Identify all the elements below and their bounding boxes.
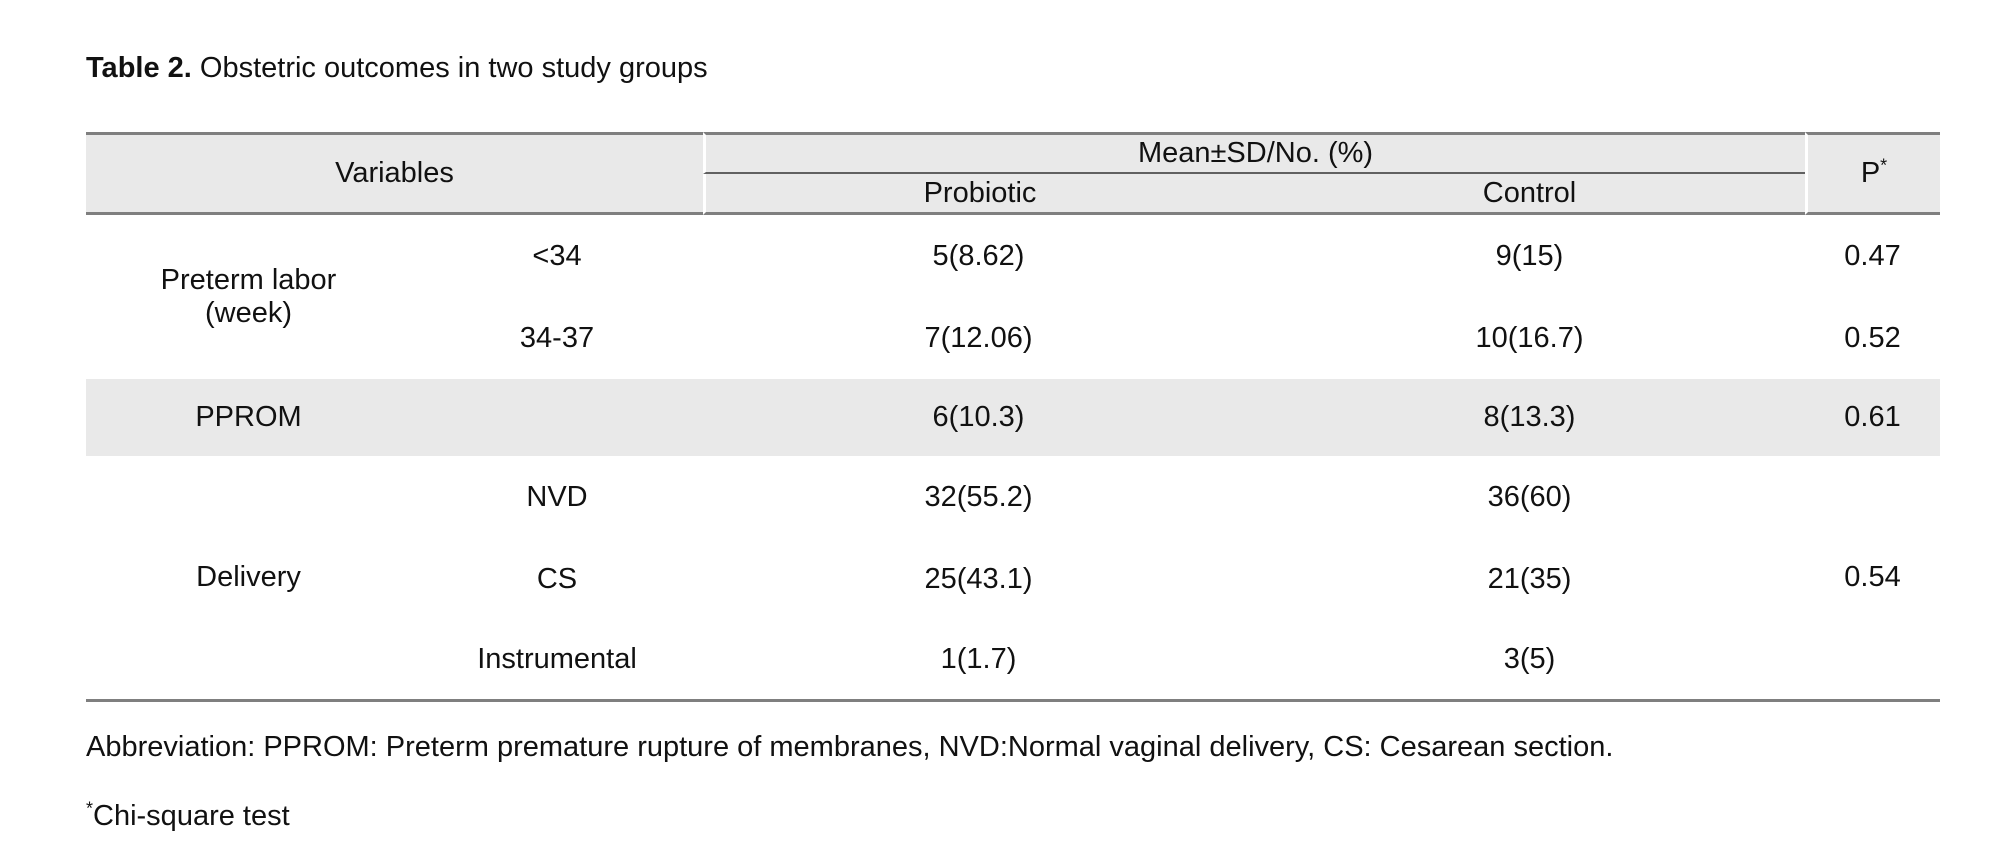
table-row-delivery-nvd: Delivery NVD 32(55.2) 36(60) 0.54 — [86, 456, 1940, 702]
header-row-top: Variables Mean±SD/No. (%) P* — [86, 132, 1940, 215]
cell-control-value: 8(13.3) — [1254, 379, 1805, 456]
cell-probiotic-value: 1(1.7) — [703, 620, 1254, 702]
header-mean-sd-group: Mean±SD/No. (%) — [703, 132, 1805, 174]
chi-square-text: Chi-square test — [93, 800, 290, 832]
header-probiotic: Probiotic — [703, 174, 1254, 215]
cell-probiotic-value: 5(8.62) — [932, 239, 1025, 272]
header-p: P* — [1805, 132, 1940, 215]
cell-p-value: 0.61 — [1805, 379, 1940, 456]
cell-subcategory-empty — [411, 379, 703, 456]
cell-probiotic-value: 25(43.1) — [924, 562, 1033, 595]
chi-square-note: *Chi-square test — [86, 798, 290, 833]
header-variables: Variables — [86, 132, 703, 215]
obstetric-outcomes-table: Variables Mean±SD/No. (%) P* Probiotic C… — [86, 132, 1940, 702]
table-row-pprom: PPROM 6(10.3) 8(13.3) 0.61 — [86, 379, 1940, 456]
table-caption-text: Obstetric outcomes in two study groups — [191, 52, 708, 84]
cell-p-value: 0.47 — [1844, 239, 1901, 272]
header-control: Control — [1254, 174, 1805, 215]
cell-subcategory: Instrumental — [411, 620, 703, 702]
table-row-preterm-lt34: Preterm labor (week) <34 5(8.62) 9(15) 0… — [86, 215, 1940, 330]
cell-subcategory: 34-37 — [519, 321, 595, 354]
abbreviation-note: Abbreviation: PPROM: Preterm premature r… — [86, 731, 1614, 763]
cell-control-value: 10(16.7) — [1475, 321, 1584, 354]
cell-subcategory: <34 — [532, 239, 582, 272]
cell-control-value: 9(15) — [1495, 239, 1564, 272]
table-row-delivery-instrumental: Instrumental 1(1.7) 3(5) — [86, 620, 1940, 702]
cell-variable-preterm-labor: Preterm labor (week) — [160, 264, 337, 329]
header-p-label: P — [1860, 157, 1881, 189]
chi-square-asterisk: * — [86, 798, 94, 819]
header-p-asterisk: * — [1880, 155, 1888, 176]
table-row-delivery-cs: CS 25(43.1) 21(35) — [86, 538, 1940, 620]
cell-probiotic-value: 6(10.3) — [703, 379, 1254, 456]
cell-subcategory: CS — [536, 562, 578, 595]
cell-subcategory: NVD — [526, 480, 588, 513]
cell-control-value: 36(60) — [1487, 480, 1572, 513]
cell-control-value: 21(35) — [1487, 562, 1572, 595]
cell-probiotic-value: 32(55.2) — [924, 480, 1033, 513]
cell-p-value: 0.52 — [1844, 321, 1901, 354]
table-caption: Table 2. Obstetric outcomes in two study… — [86, 52, 708, 85]
cell-p-value-delivery: 0.54 — [1805, 456, 1940, 702]
cell-control-value: 3(5) — [1254, 620, 1805, 702]
cell-variable-pprom: PPROM — [86, 379, 411, 456]
header-row-sub: Probiotic Control — [86, 174, 1940, 215]
table-row-preterm-34-37: 34-37 7(12.06) 10(16.7) 0.52 — [86, 297, 1940, 379]
cell-probiotic-value: 7(12.06) — [924, 321, 1033, 354]
cell-variable-delivery: Delivery — [86, 456, 411, 702]
table-caption-label: Table 2. — [86, 52, 192, 84]
